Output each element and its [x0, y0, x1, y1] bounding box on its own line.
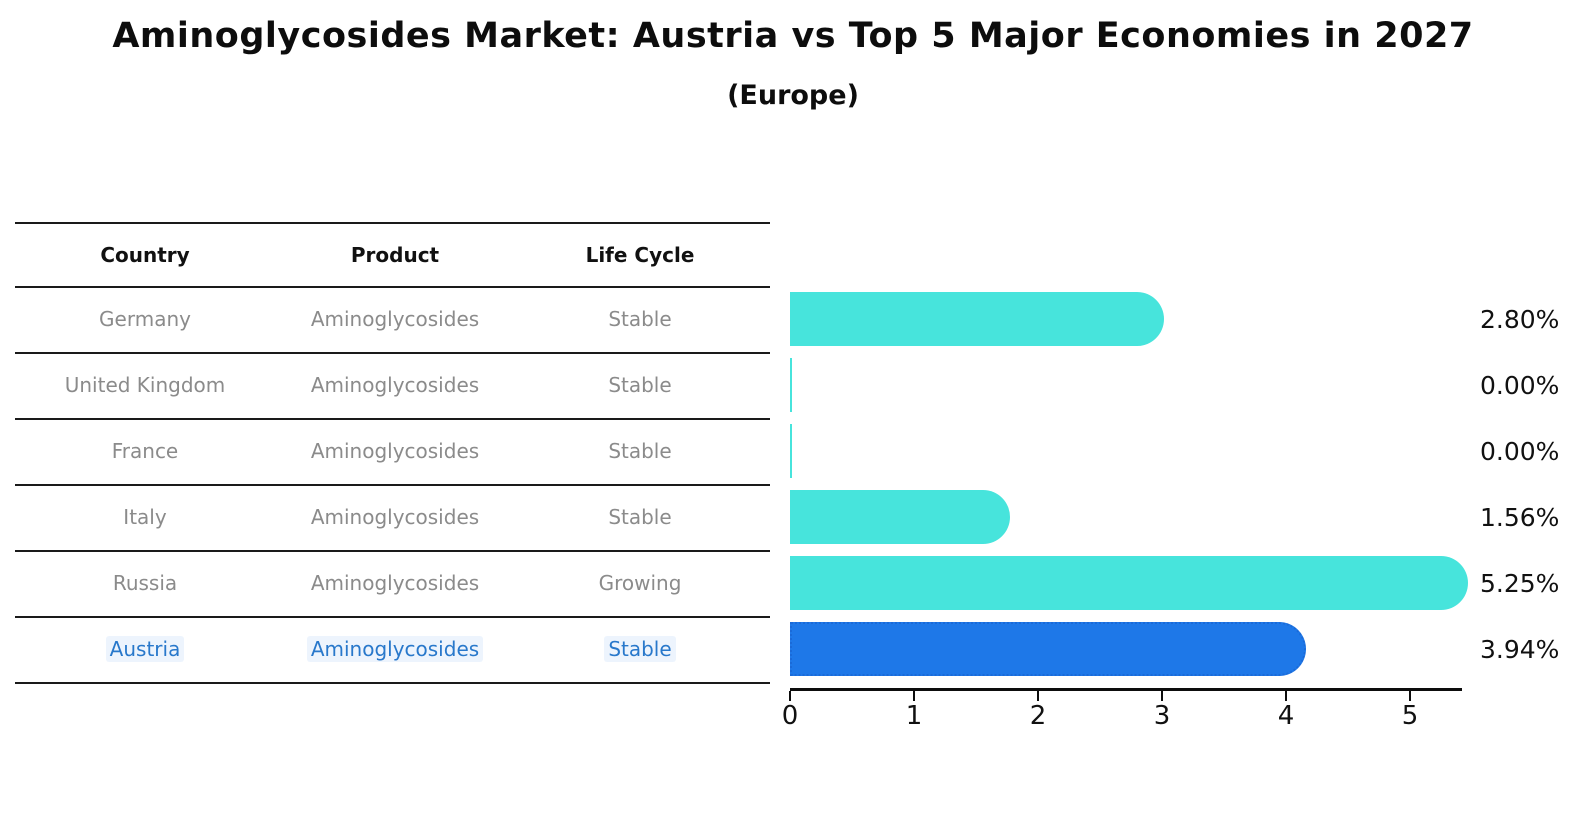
table-cell-country: United Kingdom: [15, 352, 275, 418]
bar-russia: [790, 556, 1468, 610]
country-text: Italy: [123, 505, 167, 529]
value-label-austria: 3.94%: [1480, 634, 1560, 664]
x-axis-tick: [1409, 691, 1411, 701]
x-axis-tick: [789, 691, 791, 701]
table-cell-product: Aminoglycosides: [275, 550, 515, 616]
table-cell-product: Aminoglycosides: [275, 484, 515, 550]
table-header-life-cycle: Life Cycle: [585, 243, 695, 267]
table-cell-product: Aminoglycosides: [275, 286, 515, 352]
x-axis-tick: [1161, 691, 1163, 701]
table-separator-line: [15, 418, 770, 420]
x-axis-tick: [1037, 691, 1039, 701]
x-axis-tick-label: 4: [1277, 701, 1295, 731]
life-cycle-text: Stable: [608, 505, 672, 529]
bar-united-kingdom: [790, 358, 792, 412]
x-axis-tick-label: 3: [1153, 701, 1171, 731]
table-header-product: Product: [350, 243, 440, 267]
table-cell-country: Russia: [15, 550, 275, 616]
bar-italy: [790, 490, 1011, 544]
value-label-italy: 1.56%: [1480, 502, 1560, 532]
table-cell-life-cycle: Stable: [515, 616, 765, 682]
chart-title: Aminoglycosides Market: Austria vs Top 5…: [112, 16, 1474, 56]
table-separator-line: [15, 616, 770, 618]
life-cycle-text: Stable: [608, 439, 672, 463]
table-header-row: Country Product Life Cycle: [0, 222, 770, 288]
country-text: Germany: [99, 307, 191, 331]
table-separator-line: [15, 352, 770, 354]
value-label-germany: 2.80%: [1480, 304, 1560, 334]
table-separator-line: [15, 222, 770, 224]
country-text: Austria: [105, 636, 185, 662]
life-cycle-text: Growing: [598, 571, 682, 595]
table-separator-line: [15, 550, 770, 552]
table-separator-line: [15, 682, 770, 684]
bar-germany: [790, 292, 1165, 346]
product-text: Aminoglycosides: [310, 571, 480, 595]
table-cell-country: Italy: [15, 484, 275, 550]
value-label-russia: 5.25%: [1480, 568, 1560, 598]
life-cycle-text: Stable: [608, 373, 672, 397]
table-cell-life-cycle: Stable: [515, 418, 765, 484]
life-cycle-text: Stable: [608, 307, 672, 331]
product-text: Aminoglycosides: [310, 439, 480, 463]
country-text: Russia: [112, 571, 178, 595]
table-row-italy: Italy Aminoglycosides Stable: [0, 484, 770, 550]
product-text: Aminoglycosides: [310, 505, 480, 529]
x-axis-tick-label: 2: [1029, 701, 1047, 731]
x-axis-tick: [1285, 691, 1287, 701]
table-cell-product: Aminoglycosides: [275, 418, 515, 484]
table-cell-life-cycle: Stable: [515, 286, 765, 352]
product-text: Aminoglycosides: [310, 307, 480, 331]
x-axis-tick-label: 1: [905, 701, 923, 731]
x-axis-tick-label: 5: [1401, 701, 1419, 731]
value-label-united-kingdom: 0.00%: [1480, 370, 1560, 400]
table-cell-country: Germany: [15, 286, 275, 352]
table-cell-life-cycle: Stable: [515, 484, 765, 550]
table-cell-product: Aminoglycosides: [275, 352, 515, 418]
country-text: United Kingdom: [64, 373, 226, 397]
value-label-france: 0.00%: [1480, 436, 1560, 466]
table-row-france: France Aminoglycosides Stable: [0, 418, 770, 484]
table-separator-line: [15, 286, 770, 288]
table-row-germany: Germany Aminoglycosides Stable: [0, 286, 770, 352]
table-cell-life-cycle: Growing: [515, 550, 765, 616]
table-cell-country: France: [15, 418, 275, 484]
country-text: France: [111, 439, 179, 463]
table-row-russia: Russia Aminoglycosides Growing: [0, 550, 770, 616]
table-header-country: Country: [100, 243, 190, 267]
chart-subtitle: (Europe): [727, 80, 859, 111]
x-axis-tick-label: 0: [781, 701, 799, 731]
x-axis-line: [790, 688, 1462, 691]
table-separator-line: [15, 484, 770, 486]
table-row-united-kingdom: United Kingdom Aminoglycosides Stable: [0, 352, 770, 418]
x-axis-tick: [913, 691, 915, 701]
table-cell-product: Aminoglycosides: [275, 616, 515, 682]
product-text: Aminoglycosides: [310, 373, 480, 397]
product-text: Aminoglycosides: [306, 636, 484, 662]
bar-austria: [790, 622, 1306, 676]
table-cell-life-cycle: Stable: [515, 352, 765, 418]
life-cycle-text: Stable: [604, 636, 676, 662]
table-row-austria: Austria Aminoglycosides Stable: [0, 616, 770, 682]
table-cell-country: Austria: [15, 616, 275, 682]
bar-france: [790, 424, 792, 478]
